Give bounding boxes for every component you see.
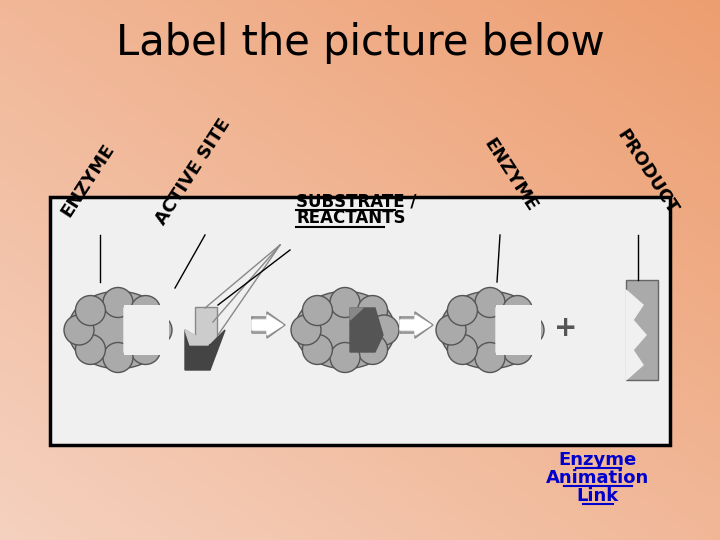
Circle shape — [447, 334, 477, 364]
Circle shape — [103, 342, 133, 373]
Polygon shape — [124, 307, 135, 353]
Circle shape — [64, 315, 94, 345]
Text: Enzyme: Enzyme — [559, 451, 637, 469]
Polygon shape — [185, 330, 225, 370]
Ellipse shape — [440, 291, 540, 369]
Circle shape — [130, 334, 161, 364]
Text: REACTANTS: REACTANTS — [296, 209, 405, 227]
Circle shape — [475, 342, 505, 373]
Circle shape — [130, 295, 161, 326]
Polygon shape — [252, 312, 285, 338]
Ellipse shape — [295, 291, 395, 369]
Text: ENZYME: ENZYME — [58, 140, 118, 220]
Bar — [626, 280, 658, 380]
Text: Link: Link — [577, 487, 619, 505]
Bar — [195, 307, 217, 345]
Polygon shape — [252, 315, 283, 335]
Text: ACTIVE SITE: ACTIVE SITE — [152, 116, 234, 228]
Circle shape — [76, 334, 105, 364]
Polygon shape — [350, 308, 383, 352]
Text: PRODUCT: PRODUCT — [613, 126, 681, 218]
Circle shape — [76, 295, 105, 326]
Circle shape — [475, 287, 505, 318]
Circle shape — [302, 334, 333, 364]
Circle shape — [291, 315, 321, 345]
Bar — [496, 305, 541, 355]
Circle shape — [330, 287, 360, 318]
Text: ENZYME: ENZYME — [480, 135, 540, 215]
Bar — [50, 197, 670, 445]
Circle shape — [503, 295, 533, 326]
Polygon shape — [496, 307, 508, 353]
Circle shape — [358, 334, 387, 364]
Polygon shape — [185, 330, 215, 345]
Text: Animation: Animation — [546, 469, 649, 487]
Circle shape — [142, 315, 172, 345]
Ellipse shape — [68, 291, 168, 369]
Polygon shape — [350, 308, 363, 320]
Circle shape — [436, 315, 466, 345]
Text: SUBSTRATE /: SUBSTRATE / — [296, 192, 416, 210]
Text: Label the picture below: Label the picture below — [116, 22, 604, 64]
Circle shape — [330, 342, 360, 373]
Circle shape — [358, 295, 387, 326]
Text: +: + — [554, 314, 577, 342]
Polygon shape — [400, 312, 433, 338]
Circle shape — [103, 287, 133, 318]
Circle shape — [503, 334, 533, 364]
Circle shape — [447, 295, 477, 326]
Polygon shape — [400, 315, 431, 335]
Circle shape — [302, 295, 333, 326]
Circle shape — [514, 315, 544, 345]
Polygon shape — [626, 290, 646, 380]
Bar — [124, 305, 169, 355]
Circle shape — [369, 315, 399, 345]
